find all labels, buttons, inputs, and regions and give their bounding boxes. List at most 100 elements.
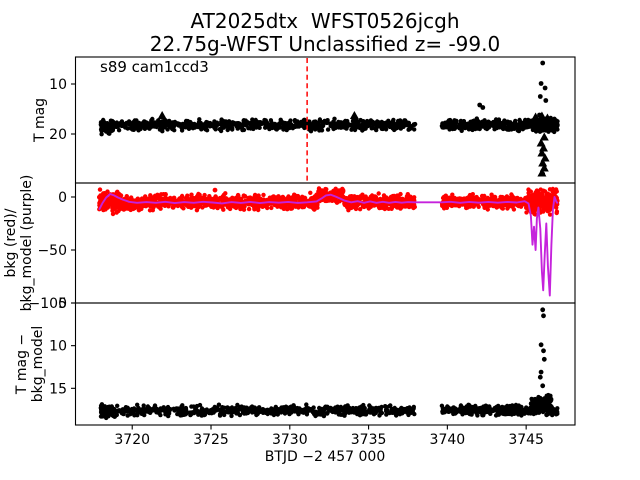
tmag-minus-bkgmodel-point: [104, 415, 109, 421]
bkg-point: [498, 194, 503, 200]
bkg-point: [450, 195, 455, 200]
tmag-minus-bkgmodel-point: [207, 409, 212, 415]
tmag-minus-bkgmodel-point: [323, 404, 328, 409]
tmag-point: [241, 120, 246, 125]
tmag-point: [474, 116, 479, 121]
tmag-point: [141, 122, 147, 128]
tmag-point: [369, 126, 374, 131]
tmag-minus-bkgmodel-point: [477, 407, 483, 412]
tmag-minus-bkgmodel-point: [132, 413, 137, 418]
bkg-point: [298, 203, 303, 208]
tmag-minus-bkgmodel-point: [275, 409, 281, 414]
bkg-point: [269, 205, 274, 211]
bkg-point: [444, 205, 450, 210]
tmag-point: [200, 122, 205, 128]
tmag-point: [158, 124, 164, 130]
tmag-minus-bkgmodel-point: [338, 412, 343, 417]
tmag-minus-bkgmodel-point: [505, 409, 510, 414]
tmag-point: [516, 124, 522, 129]
tmag-minus-bkgmodel-point: [196, 409, 201, 414]
tmag-point: [344, 126, 349, 131]
tmag-minus-bkgmodel-point: [121, 411, 126, 417]
bkg-point: [544, 194, 550, 199]
tmag-minus-bkgmodel-point: [112, 408, 117, 413]
tmag-minus-bkgmodel-outlier-point: [541, 313, 546, 319]
x-tick-label: 3745: [508, 432, 544, 448]
tmag-minus-bkgmodel-point: [192, 409, 197, 415]
tmag-point: [369, 120, 374, 125]
tmag-minus-bkgmodel-point: [295, 405, 300, 411]
bkg-point: [119, 201, 124, 207]
x-tick-label: 3720: [114, 432, 150, 448]
bkg-point: [509, 193, 515, 198]
tmag-point: [185, 124, 190, 130]
tmag-minus-bkgmodel-point: [165, 410, 170, 415]
tmag-minus-bkgmodel-point: [315, 412, 320, 417]
bkg-point: [405, 192, 410, 197]
tmag-outlier-point: [480, 105, 486, 110]
bkg-point: [97, 187, 103, 192]
bkg-point: [368, 194, 373, 199]
tmag-point: [179, 128, 185, 133]
tmag-minus-bkgmodel-point: [510, 408, 515, 413]
tmag-point: [281, 120, 286, 125]
bkg-point: [223, 191, 228, 196]
bkg-point: [213, 194, 218, 199]
tmag-point: [270, 125, 275, 131]
tmag-minus-bkgmodel-point: [178, 406, 183, 411]
tmag-minus-bkgmodel-point: [469, 412, 474, 417]
tmag-point: [505, 120, 511, 126]
tmag-point: [325, 127, 331, 132]
bkg-outlier-point: [212, 187, 218, 193]
tmag-point: [320, 121, 326, 127]
tmag-minus-bkgmodel-point: [143, 408, 149, 413]
tmag-minus-bkgmodel-point: [145, 404, 151, 409]
tmag-point: [219, 119, 224, 125]
bkg-point: [531, 202, 536, 207]
bkg-point: [492, 203, 497, 208]
bkg-point: [131, 206, 136, 212]
tmag-minus-bkgmodel-point: [172, 408, 177, 413]
figure-title-block: AT2025dtx WFST0526jcgh 22.75g-WFST Uncla…: [75, 10, 575, 56]
tmag-point: [176, 123, 181, 128]
tmag-minus-bkgmodel-point: [252, 407, 257, 412]
bkg-point: [360, 192, 365, 197]
tmag-minus-bkgmodel-point: [106, 407, 111, 412]
tmag-point: [172, 119, 178, 125]
bkg-point: [350, 194, 356, 199]
tmag-point: [197, 117, 202, 122]
bkg-point: [370, 203, 375, 208]
tmag-minus-bkgmodel-point: [194, 403, 200, 409]
tmag-minus-bkgmodel-point: [524, 409, 530, 415]
bkg-point: [524, 210, 529, 215]
tmag-point: [264, 124, 269, 129]
bkg-point: [241, 193, 246, 198]
tmag-point: [105, 121, 110, 126]
tmag-minus-bkgmodel-point: [100, 411, 105, 416]
bkg-point: [122, 205, 128, 210]
tmag-minus-bkgmodel-point: [401, 406, 406, 412]
bkg-point: [554, 210, 559, 216]
tmag-minus-bkgmodel-point: [383, 404, 388, 409]
tmag-outlier-point: [538, 81, 544, 86]
tmag-minus-bkgmodel-point: [475, 413, 480, 418]
tmag-point: [492, 127, 497, 132]
tmag-point: [386, 123, 391, 128]
tmag-point: [525, 121, 530, 127]
tmag-point: [343, 120, 348, 126]
tmag-point: [374, 127, 379, 133]
tmag-minus-bkgmodel-point: [444, 407, 449, 412]
tmag-minus-bkgmodel-point: [395, 407, 400, 413]
bkg-point: [536, 192, 541, 197]
tmag-point: [481, 119, 486, 125]
tmag-point: [187, 121, 193, 127]
tmag-minus-bkgmodel-outlier-point: [540, 383, 546, 389]
tmag-minus-bkgmodel-point: [115, 403, 120, 408]
x-tick-label: 3735: [351, 432, 387, 448]
tmag-point: [138, 125, 143, 131]
bkg-point: [440, 203, 445, 208]
bkg-point: [361, 204, 367, 210]
bkg-point: [203, 203, 209, 208]
tmag-minus-bkgmodel-point: [236, 411, 241, 416]
bkg-point: [139, 196, 145, 201]
